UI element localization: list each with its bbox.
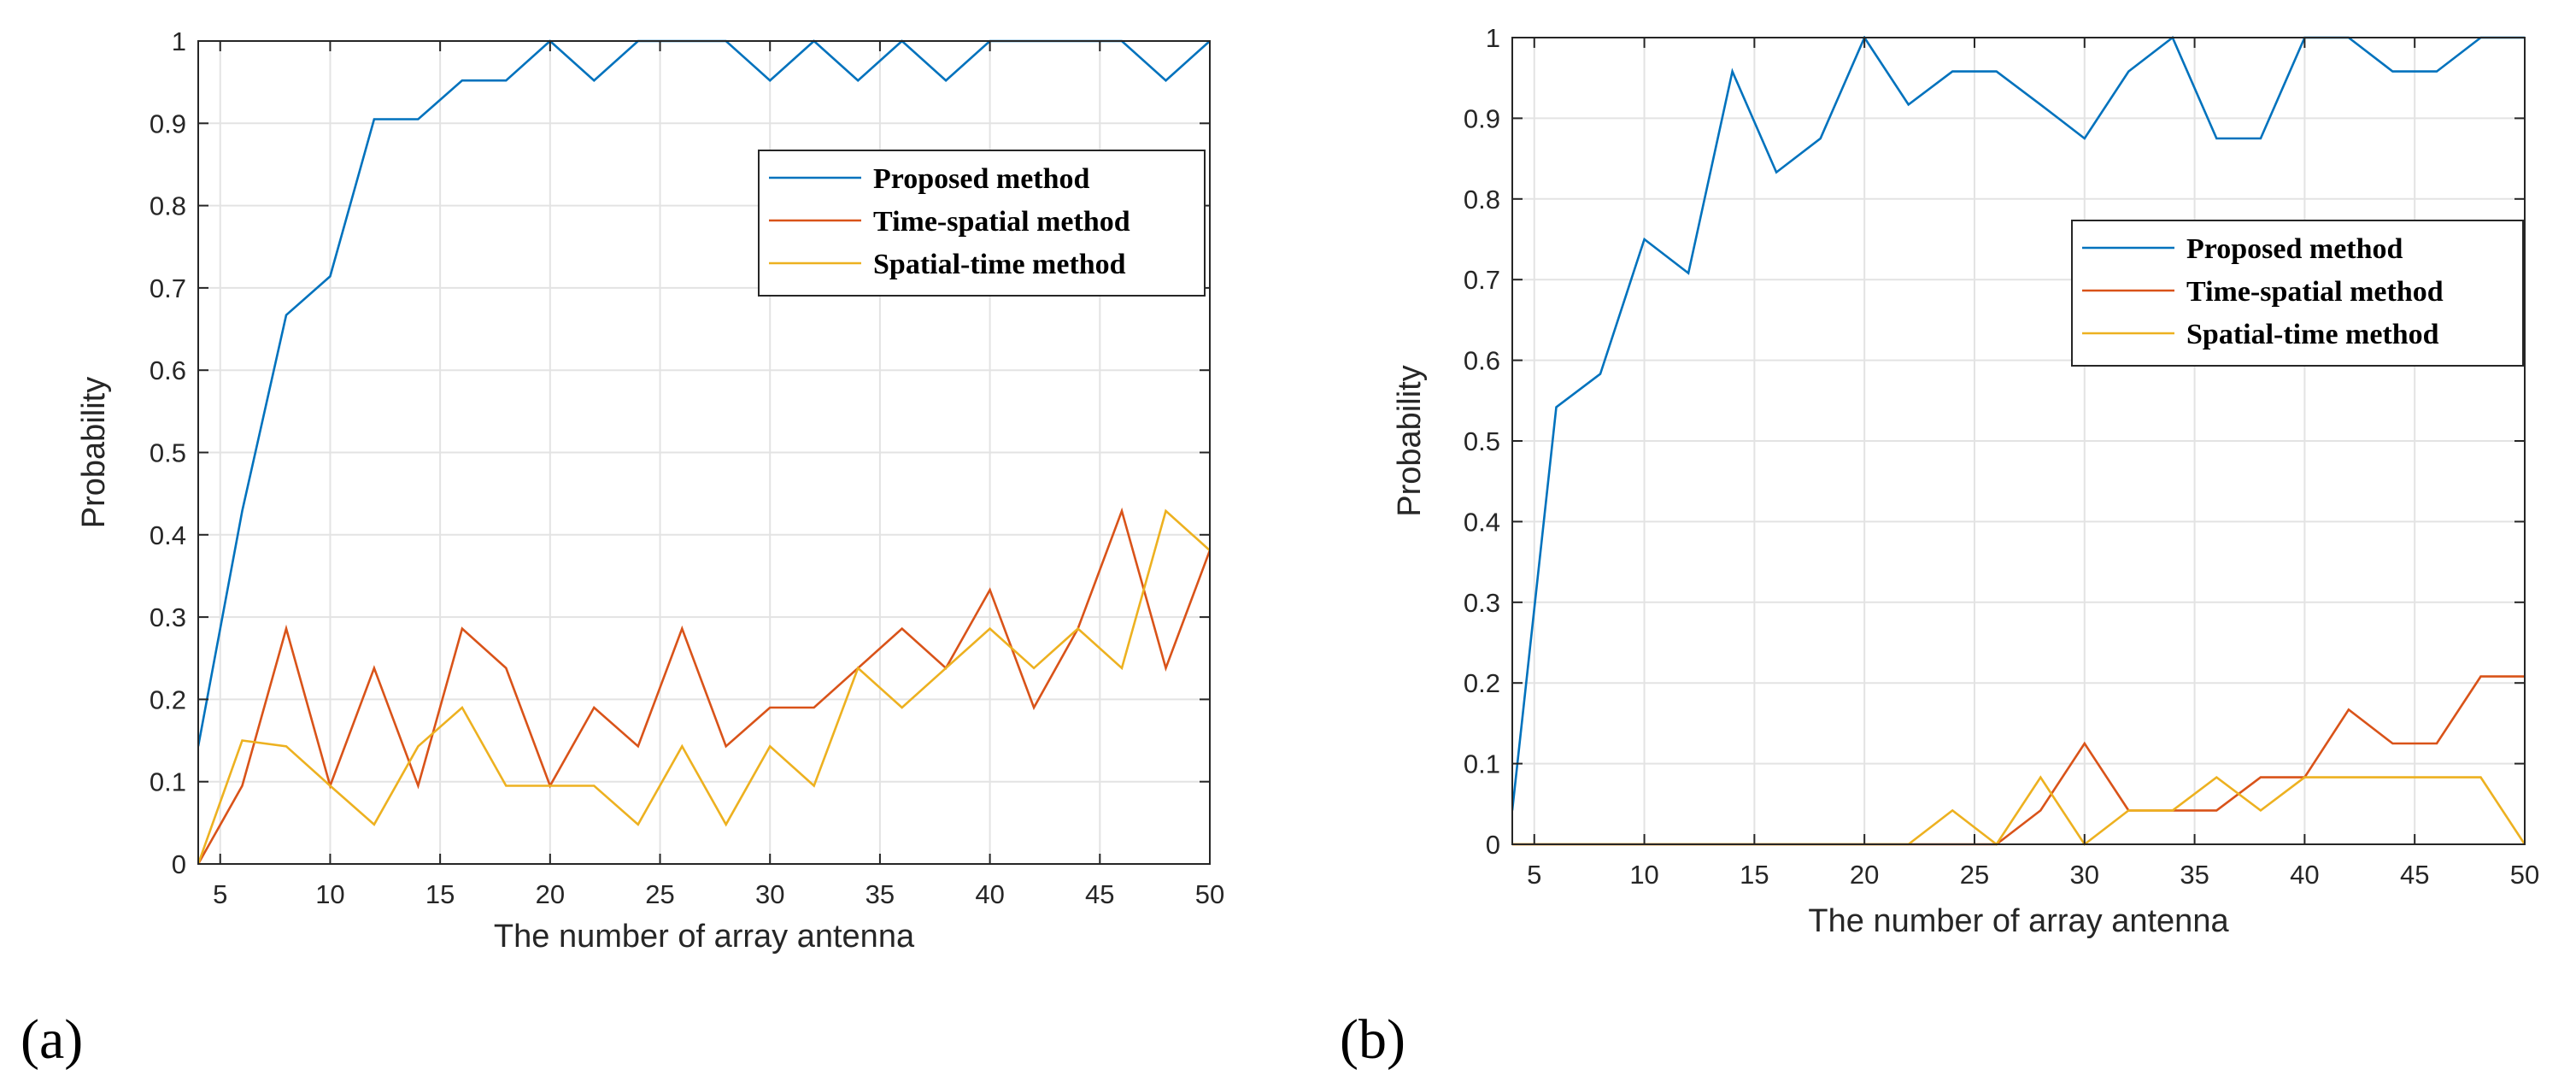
x-tick-label: 25 [645, 879, 674, 909]
chart-b: 5 10 15 20 25 30 35 40 45 50 0 0.1 0.2 0.3 0.4 0.5 0.6 0.… [1340, 23, 2539, 1071]
y-tick-label: 0.8 [150, 191, 186, 221]
x-axis-label: The number of array antenna [494, 919, 915, 955]
y-tick-label: 0.4 [150, 520, 186, 550]
x-tick-label: 50 [1195, 879, 1224, 909]
y-tick-label: 0.7 [150, 273, 186, 303]
legend-box [2071, 220, 2524, 367]
y-tick-label: 0.1 [150, 767, 186, 797]
y-tick-label: 0 [172, 849, 186, 879]
series-line-spatial-time [198, 508, 1210, 865]
y-tick-label: 0.5 [1464, 426, 1500, 456]
legend-label: Time-spatial method [2186, 276, 2444, 308]
legend: Proposed method Time-spatial method Spatia… [758, 150, 1206, 297]
series-line-proposed [1512, 36, 2525, 811]
x-tick-label: 40 [2290, 860, 2319, 890]
y-tick-label: 0.9 [150, 109, 186, 138]
y-tick-label: 0.7 [1464, 265, 1500, 295]
x-tick-label: 50 [2510, 860, 2539, 890]
y-tick-label: 0.3 [1464, 588, 1500, 618]
x-tick-label: 10 [315, 879, 344, 909]
x-tick-label: 45 [1085, 879, 1114, 909]
legend-label: Spatial-time method [873, 249, 1126, 280]
panel-label: (a) [21, 1008, 83, 1071]
x-tick-label: 15 [425, 879, 455, 909]
legend: Proposed method Time-spatial method Spatia… [2071, 220, 2524, 367]
y-tick-label: 0.8 [1464, 185, 1500, 214]
y-tick-label: 1 [1486, 23, 1500, 53]
x-tick-label: 35 [866, 879, 895, 909]
y-tick-label: 1 [172, 26, 186, 56]
y-tick-label: 0.5 [150, 438, 186, 468]
legend-label: Time-spatial method [873, 206, 1130, 238]
legend-box [758, 150, 1206, 297]
x-tick-label: 5 [213, 879, 227, 909]
x-tick-label: 5 [1527, 860, 1541, 890]
y-tick-label: 0 [1486, 830, 1500, 860]
x-tick-label: 20 [536, 879, 565, 909]
x-tick-label: 40 [975, 879, 1004, 909]
x-tick-label: 20 [1850, 860, 1879, 890]
y-tick-label: 0.2 [150, 685, 186, 714]
legend-label: Spatial-time method [2186, 319, 2439, 350]
y-tick-label: 0.6 [1464, 346, 1500, 376]
y-tick-label: 0.6 [150, 355, 186, 385]
y-tick-label: 0.9 [1464, 103, 1500, 133]
legend-label: Proposed method [873, 163, 1090, 195]
x-axis-label: The number of array antenna [1808, 903, 2229, 939]
panel-label: (b) [1340, 1008, 1405, 1071]
x-tick-label: 25 [1960, 860, 1989, 890]
y-axis-label: Probability [76, 377, 112, 528]
y-tick-label: 0.4 [1464, 507, 1500, 537]
x-tick-label: 30 [755, 879, 784, 909]
y-axis-label: Probability [1392, 365, 1428, 516]
series-line-time-spatial [198, 507, 1210, 865]
x-tick-label: 15 [1740, 860, 1769, 890]
x-tick-label: 45 [2400, 860, 2429, 890]
x-tick-label: 30 [2070, 860, 2099, 890]
x-tick-label: 10 [1629, 860, 1658, 890]
y-tick-label: 0.1 [1464, 749, 1500, 779]
chart-a: 5 10 15 20 25 30 35 40 45 50 0 0.1 0.2 0.3 0.4 0.5 0.6 0.… [21, 26, 1224, 1071]
y-tick-label: 0.3 [150, 602, 186, 632]
legend-label: Proposed method [2186, 233, 2403, 265]
x-tick-label: 35 [2180, 860, 2209, 890]
y-tick-label: 0.2 [1464, 668, 1500, 698]
